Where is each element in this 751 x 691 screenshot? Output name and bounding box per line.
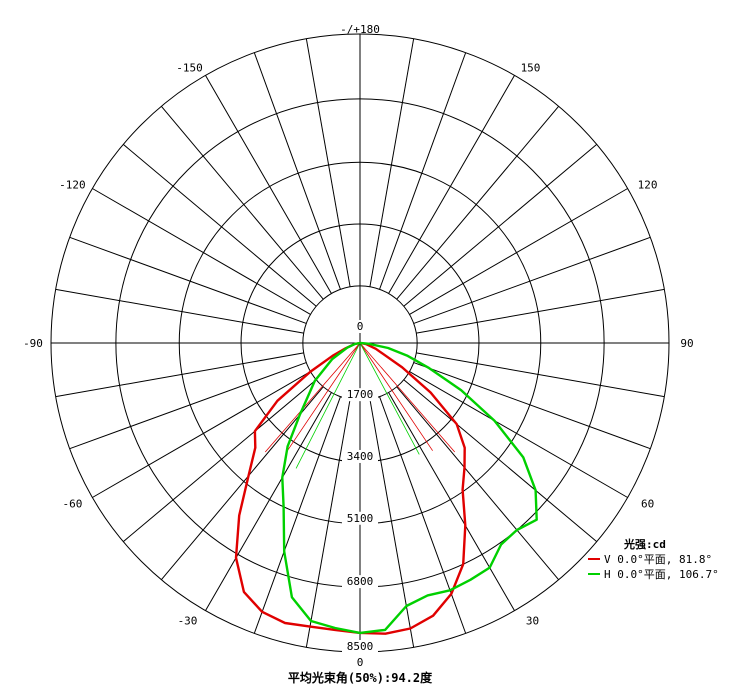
- grid-spoke: [409, 188, 628, 315]
- legend-entry: H 0.0°平面, 106.7°: [604, 568, 719, 581]
- series-layer: [234, 341, 538, 635]
- angle-label: 60: [641, 498, 654, 511]
- angle-label: 120: [638, 179, 658, 192]
- grid-spoke: [55, 288, 304, 334]
- radial-label: 1700: [347, 388, 374, 401]
- radial-label: 0: [357, 320, 364, 333]
- beam-guide-line: [359, 342, 433, 451]
- angle-label: 0: [357, 656, 364, 669]
- grid-spoke: [396, 386, 560, 581]
- beam-guide-line: [264, 342, 361, 453]
- grid-spoke: [69, 362, 307, 450]
- angle-label: -150: [176, 61, 203, 74]
- angle-label: -120: [59, 179, 86, 192]
- grid-spoke: [305, 38, 351, 287]
- radial-label-bg: [342, 575, 378, 589]
- beam-guide-line: [287, 342, 361, 451]
- legend-entry: V 0.0°平面, 81.8°: [604, 553, 712, 566]
- grid-spoke: [160, 105, 324, 300]
- angle-label: 90: [680, 337, 693, 350]
- grid-spoke: [396, 105, 560, 300]
- grid-spoke: [253, 52, 341, 290]
- angle-label: -90: [23, 337, 43, 350]
- grid-spoke: [413, 236, 651, 324]
- grid-spoke: [205, 75, 332, 294]
- grid-spoke: [92, 371, 311, 498]
- grid-spoke: [403, 143, 598, 307]
- radial-label-bg: [342, 449, 378, 463]
- radial-label-bg: [342, 640, 378, 653]
- grid-spoke: [253, 396, 341, 634]
- beam-angle-lines: [264, 342, 456, 469]
- angle-label: -60: [62, 498, 82, 511]
- angle-label: -30: [178, 615, 198, 628]
- beam-guide-line: [359, 342, 420, 455]
- grid-spoke: [416, 288, 665, 334]
- radial-label-bg: [342, 388, 378, 402]
- radial-label: 5100: [347, 512, 374, 525]
- radial-labels: 0 1700 3400 5100 6800 8500: [342, 320, 378, 653]
- angle-label: -/+180: [340, 23, 380, 36]
- beam-angle-note: 平均光束角(50%):94.2度: [288, 670, 433, 685]
- grid-spoke: [388, 392, 515, 611]
- legend-title: 光强:cd: [623, 537, 666, 551]
- radial-label: 8500: [347, 640, 374, 653]
- angle-label: 150: [521, 61, 541, 74]
- grid-spoke: [416, 352, 665, 398]
- radial-label-bg: [342, 320, 378, 333]
- grid-spoke: [379, 52, 467, 290]
- beam-guide-line: [295, 342, 361, 469]
- grid-spoke: [369, 38, 415, 287]
- grid-spoke: [55, 352, 304, 398]
- radial-label: 6800: [347, 575, 374, 588]
- grid-spoke: [305, 399, 351, 648]
- grid-spoke: [403, 379, 598, 543]
- angle-labels: -/+180 150 120 90 60 30 0 -30 -60 -90 -120 -150: [23, 23, 694, 669]
- series-line-h-plane: [281, 341, 538, 635]
- grid-spoke: [409, 371, 628, 498]
- grid-spoke: [92, 188, 311, 315]
- grid-spoke: [122, 379, 317, 543]
- radial-label: 3400: [347, 450, 374, 463]
- grid-spokes: [51, 34, 669, 652]
- radial-label-bg: [342, 511, 378, 525]
- grid-spoke: [205, 392, 332, 611]
- grid-spoke: [122, 143, 317, 307]
- grid-spoke: [160, 386, 324, 581]
- beam-guide-line: [359, 342, 456, 453]
- angle-label: 30: [526, 615, 539, 628]
- grid-spoke: [413, 362, 651, 450]
- grid-spoke: [388, 75, 515, 294]
- legend: 光强:cd V 0.0°平面, 81.8° H 0.0°平面, 106.7°: [588, 537, 719, 581]
- grid-spoke: [69, 236, 307, 324]
